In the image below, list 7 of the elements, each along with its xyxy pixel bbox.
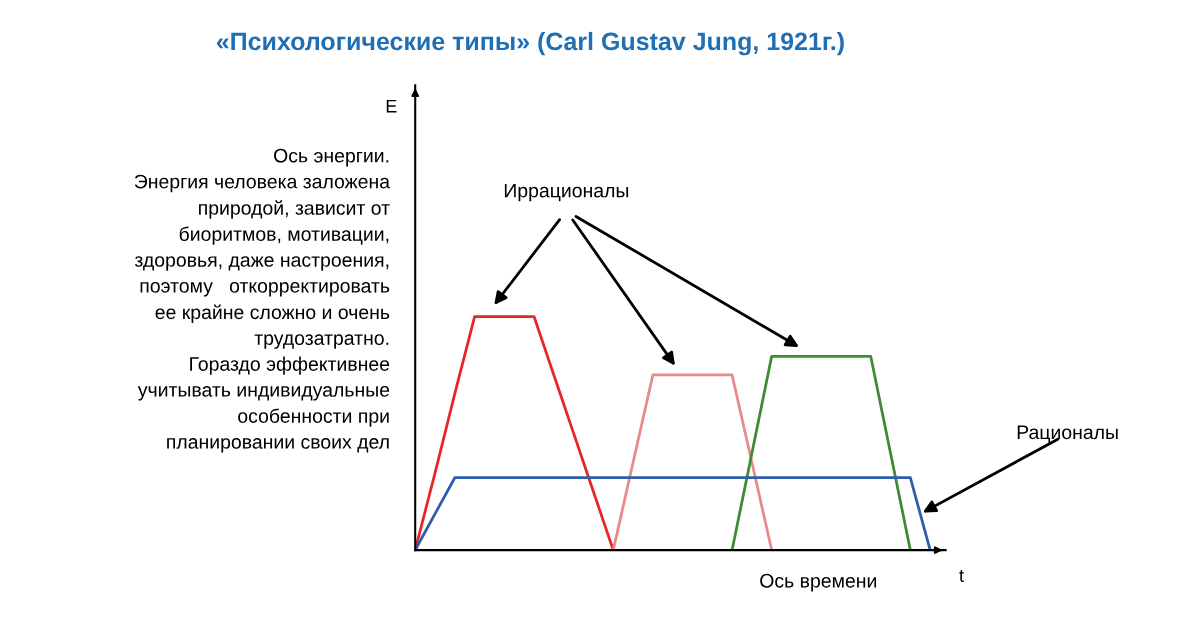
chart-title: «Психологические типы» (Carl Gustav Jung, 1921г.) — [216, 31, 844, 56]
text: E — [386, 99, 397, 113]
text: Рационалы — [1017, 425, 1118, 443]
text: Ось энергии. Энергия человека заложена природой, зависит от биоритмов, мотивации, здоровья, даже настроения, поэтому откорректировать ее крайне сложно и очень трудозатратно. Гораздо эффективнее учитывать индивидуальные особенности при планировании своих дел — [134, 148, 391, 453]
text: Ось времени — [760, 573, 877, 592]
x-axis-title: t — [959, 570, 964, 582]
text: Иррационалы — [504, 183, 629, 202]
